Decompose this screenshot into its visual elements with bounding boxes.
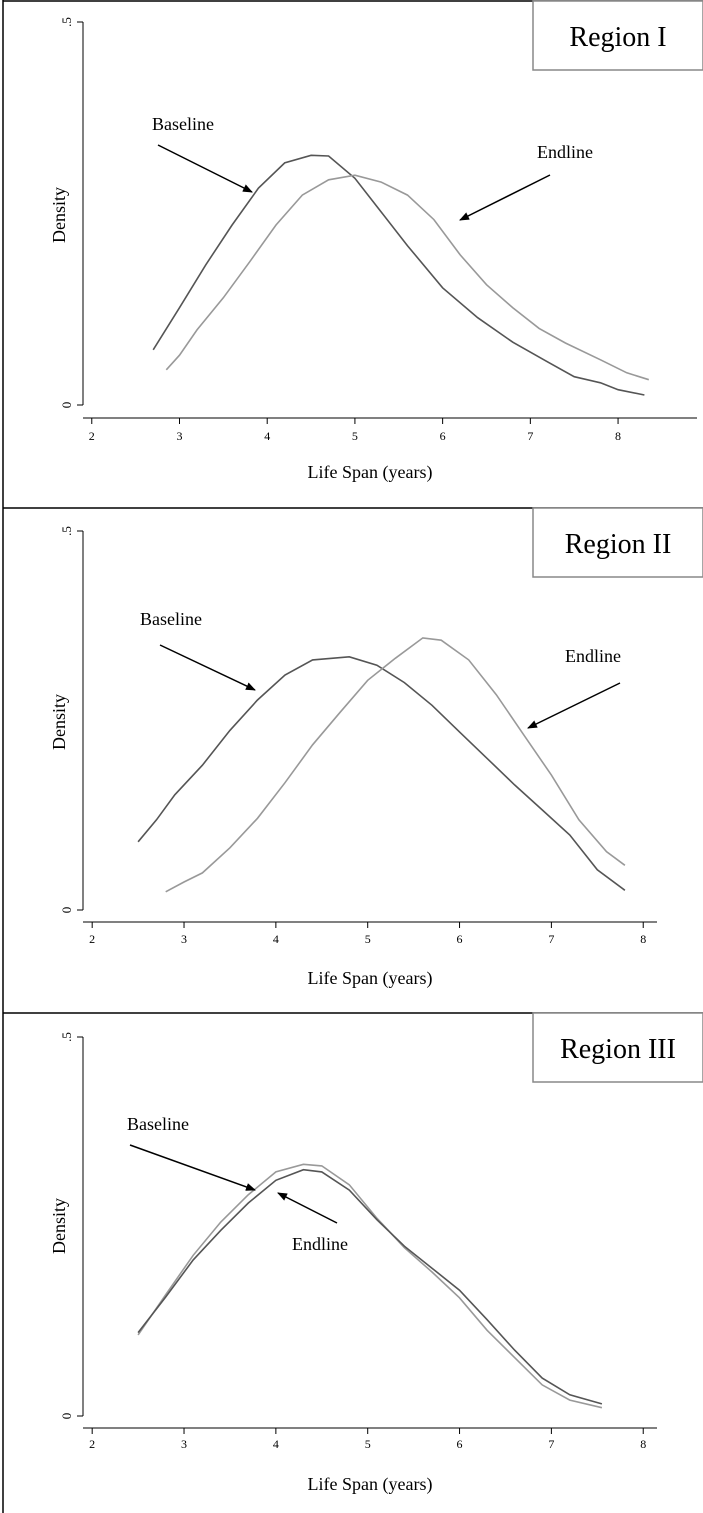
chart-title: Region I (569, 22, 666, 53)
x-tick-label: 7 (548, 932, 554, 946)
chart-title: Region II (565, 529, 672, 560)
x-tick-label: 3 (181, 932, 187, 946)
density-line (165, 637, 626, 893)
annotation: Endline (292, 1234, 348, 1254)
x-tick-label: 3 (181, 1437, 187, 1451)
x-axis-label: Life Span (years) (308, 1474, 433, 1495)
x-tick-label: 6 (457, 1437, 463, 1451)
x-tick-label: 6 (440, 429, 446, 443)
x-tick-label: 2 (89, 429, 95, 443)
x-tick-label: 6 (457, 932, 463, 946)
title-box (532, 1012, 703, 1083)
x-axis-label: Life Span (years) (308, 968, 433, 989)
annotation-arrow (129, 1144, 256, 1191)
x-tick-label: 5 (352, 429, 358, 443)
y-tick-label: 0 (59, 907, 74, 914)
annotation: Baseline (127, 1114, 189, 1134)
x-tick-label: 4 (273, 932, 279, 946)
x-tick-label: 5 (365, 932, 371, 946)
y-tick-label: .5 (59, 526, 74, 536)
annotation: Baseline (152, 114, 214, 134)
y-tick-label: 0 (59, 1413, 74, 1420)
y-axis-label: Density (49, 1198, 69, 1254)
title-box (532, 507, 703, 578)
density-line (165, 174, 650, 381)
x-tick-label: 8 (640, 932, 646, 946)
annotation-arrow (157, 144, 253, 193)
x-tick-label: 8 (640, 1437, 646, 1451)
density-line (137, 655, 626, 891)
y-axis-label: Density (49, 694, 69, 750)
annotation-arrow (277, 1192, 338, 1224)
annotation: Endline (537, 142, 593, 162)
x-tick-label: 3 (176, 429, 182, 443)
annotation: Endline (565, 646, 621, 666)
x-tick-label: 4 (264, 429, 270, 443)
y-axis-label: Density (49, 187, 69, 243)
density-line (137, 1168, 603, 1405)
density-line (152, 154, 645, 396)
density-line (137, 1163, 603, 1409)
y-tick-label: 0 (59, 402, 74, 409)
title-box (532, 0, 703, 71)
annotation-arrow (159, 644, 256, 691)
x-tick-label: 2 (89, 1437, 95, 1451)
x-tick-label: 7 (527, 429, 533, 443)
annotation-arrow (459, 174, 551, 221)
x-tick-label: 7 (548, 1437, 554, 1451)
chart-title: Region III (560, 1034, 676, 1065)
y-tick-label: .5 (59, 17, 74, 27)
x-tick-label: 8 (615, 429, 621, 443)
annotation: Baseline (140, 609, 202, 629)
y-tick-label: .5 (59, 1032, 74, 1042)
x-tick-label: 2 (89, 932, 95, 946)
x-axis-label: Life Span (years) (308, 462, 433, 483)
annotation-arrow (527, 682, 621, 729)
x-tick-label: 4 (273, 1437, 279, 1451)
x-tick-label: 5 (365, 1437, 371, 1451)
